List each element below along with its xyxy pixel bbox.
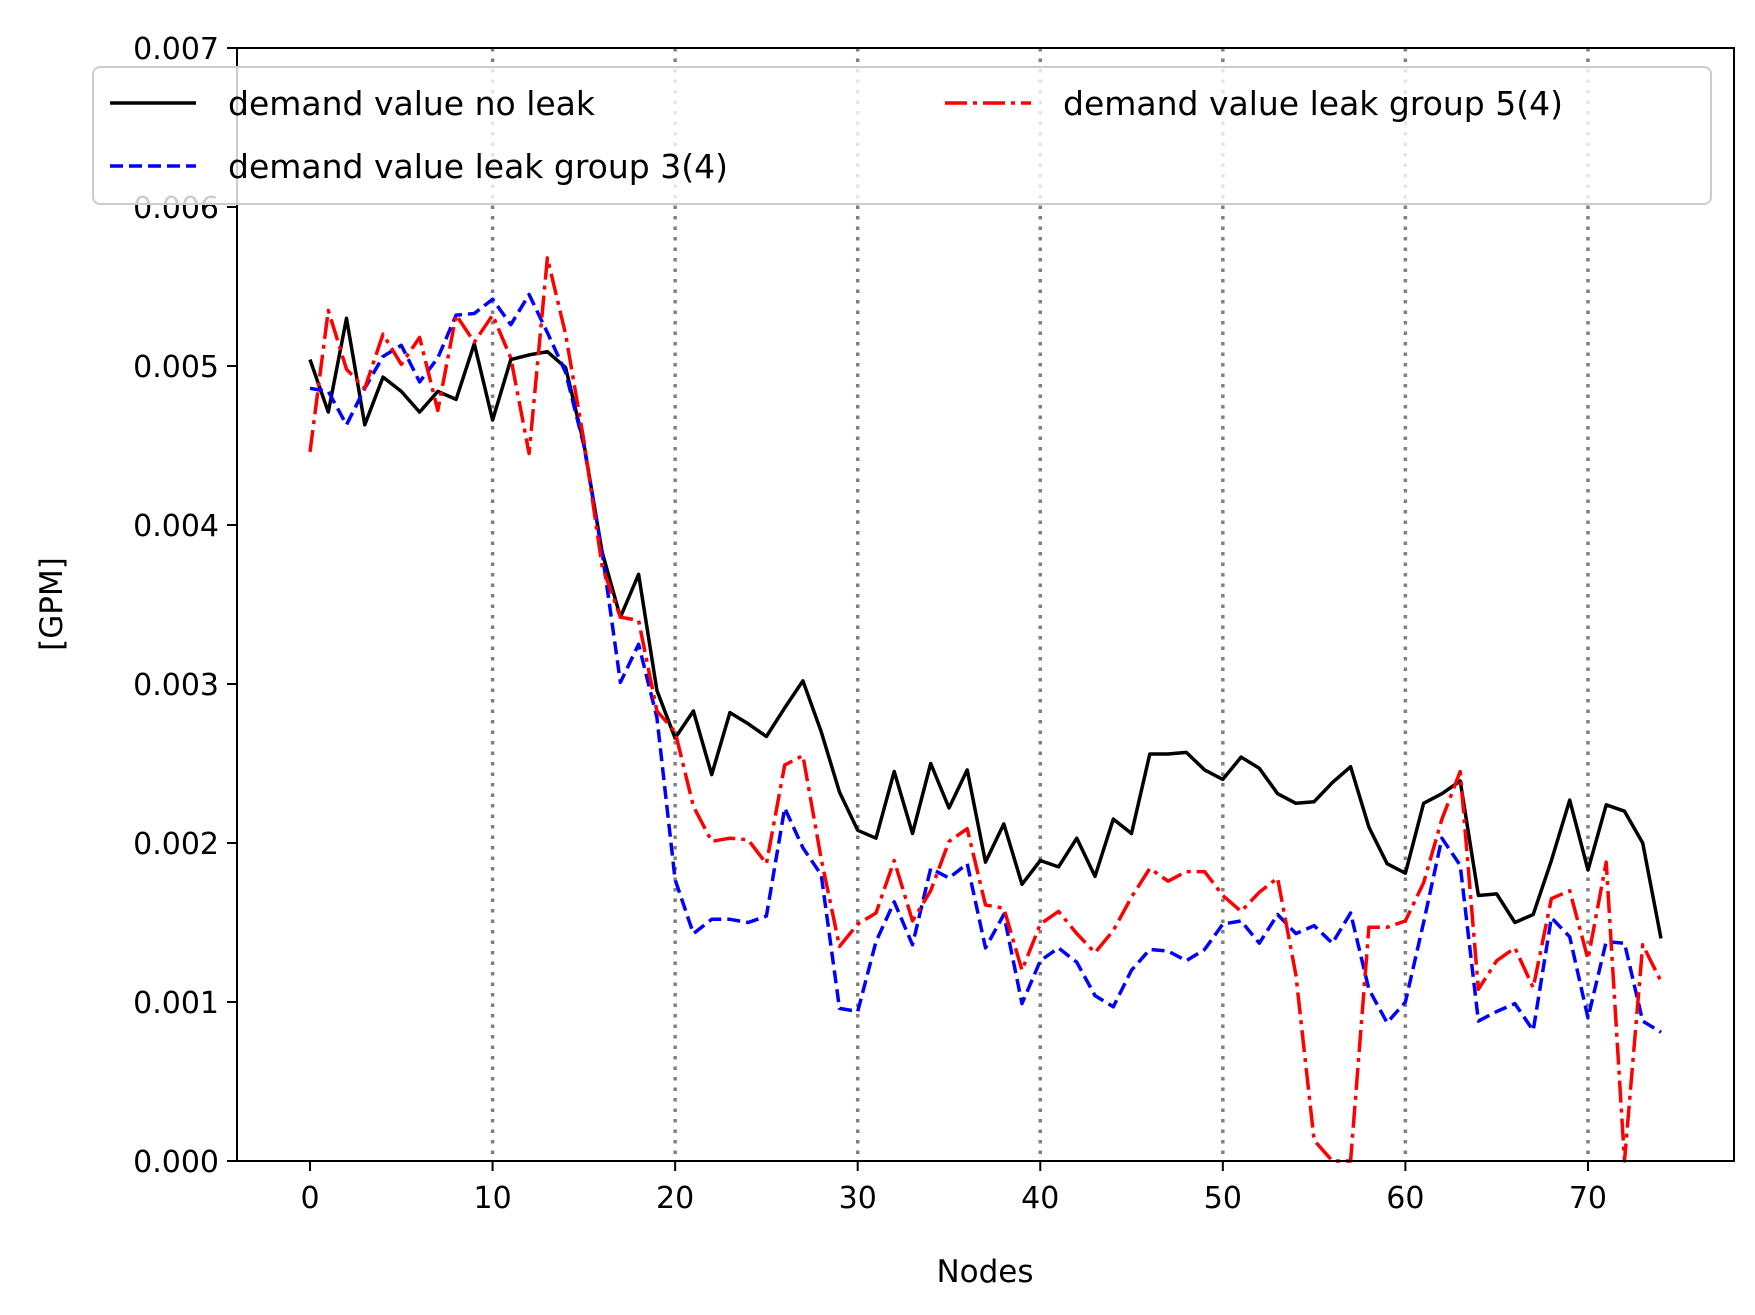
legend-label-leak-group-3: demand value leak group 3(4) (228, 147, 728, 186)
x-tick-label: 50 (1204, 1181, 1242, 1216)
y-tick-label: 0.004 (133, 509, 219, 544)
legend-label-no-leak: demand value no leak (228, 84, 596, 123)
grid-layer (490, 48, 1590, 1161)
legend-box (92, 66, 1712, 205)
x-tick-label: 0 (300, 1181, 319, 1216)
y-tick-label: 0.002 (133, 827, 219, 862)
legend: demand value no leak demand value leak g… (92, 66, 1712, 205)
y-tick-label: 0.005 (133, 350, 219, 385)
x-tick-label: 70 (1569, 1181, 1607, 1216)
y-tick-label: 0.003 (133, 668, 219, 703)
y-tick-label: 0.007 (133, 32, 219, 67)
legend-label-leak-group-5: demand value leak group 5(4) (1063, 84, 1563, 123)
tick-layer: 0 10 20 30 40 50 60 70 0.000 0.001 0.002 0.003 0.004… (133, 32, 1607, 1216)
x-tick-label: 40 (1021, 1181, 1059, 1216)
x-axis-label: Nodes (936, 1254, 1033, 1290)
x-tick-label: 30 (839, 1181, 877, 1216)
x-tick-label: 10 (473, 1181, 511, 1216)
x-tick-label: 60 (1386, 1181, 1424, 1216)
series-line-1 (309, 292, 1662, 1034)
y-tick-label: 0.001 (133, 986, 219, 1021)
y-axis-label: [GPM] (34, 557, 70, 651)
x-tick-label: 20 (656, 1181, 694, 1216)
y-tick-label: 0.000 (133, 1145, 219, 1180)
series-line-0 (308, 316, 1663, 939)
plot-frame (236, 47, 1735, 1162)
series-line-2 (308, 256, 1663, 1163)
series-layer (308, 256, 1663, 1163)
